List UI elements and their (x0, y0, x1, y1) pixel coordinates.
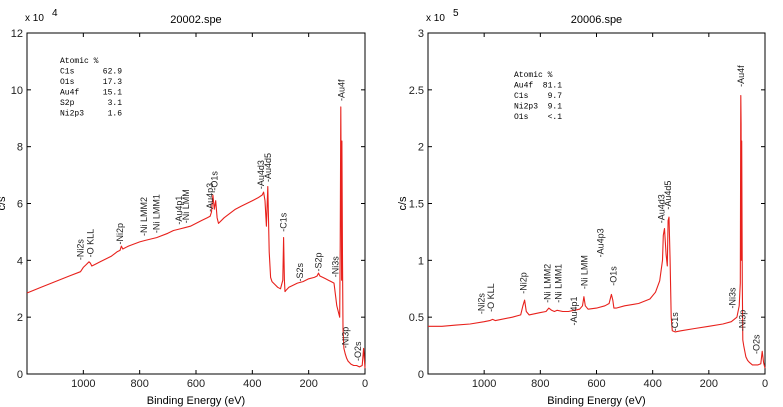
peak-label: -Ni3s (728, 287, 738, 309)
y-tick-label: 8 (17, 142, 23, 154)
y-tick-label: 4 (17, 255, 23, 267)
peak-label: -Au4f (736, 65, 746, 87)
y-exponent: 5 (453, 8, 459, 19)
atomic-table-element: Ni2p3 (60, 110, 84, 119)
peak-label: -Au4f (336, 79, 346, 101)
peak-label: -Au4p1 (569, 297, 579, 326)
x-tick-label: 1000 (71, 378, 95, 390)
x-tick-label: 200 (299, 378, 317, 390)
plot-frame (26, 32, 366, 375)
y-tick-label: 1 (418, 255, 424, 267)
atomic-table-element: Au4f (514, 82, 533, 91)
atomic-table-value: 15.1 (103, 89, 122, 98)
atomic-table-header: Atomic % (60, 57, 99, 66)
y-multiplier: x 10 (25, 13, 44, 24)
atomic-table-element: C1s (60, 68, 75, 77)
y-axis-label: c/s (397, 196, 409, 211)
atomic-table-value: 62.9 (103, 68, 122, 77)
peak-label: -Ni2s (476, 293, 486, 315)
y-tick-label: 2.5 (409, 85, 424, 97)
peak-label: -Ni LMM (181, 189, 191, 223)
peak-label: -Ni LMM1 (554, 264, 564, 303)
peak-label: -O2s (353, 341, 363, 361)
peak-label: -Au4d5 (663, 181, 673, 210)
series-line (26, 106, 366, 369)
y-multiplier: x 10 (426, 13, 445, 24)
peak-label: -O1s (608, 266, 618, 286)
y-tick-label: 0.5 (409, 312, 424, 324)
y-tick-label: 3 (418, 28, 424, 40)
y-tick-label: 6 (17, 199, 23, 211)
atomic-table-element: O1s (60, 78, 75, 87)
atomic-table-element: Au4f (60, 89, 79, 98)
peak-label: -Ni3p (340, 327, 350, 349)
x-tick-label: 600 (587, 378, 605, 390)
x-tick-label: 1000 (472, 378, 496, 390)
peak-label: -Ni3s (330, 256, 340, 278)
atomic-table-value: 1.6 (108, 110, 123, 119)
y-tick-label: 0 (17, 369, 23, 381)
peak-label: -Ni LMM2 (139, 197, 149, 236)
peak-label: -Au4p3 (205, 183, 215, 212)
peak-label: -Ni2s (76, 239, 86, 261)
atomic-table-element: O1s (514, 113, 529, 122)
peak-label: -Ni LMM (580, 255, 590, 289)
y-tick-label: 2 (418, 142, 424, 154)
peak-label: -O KLL (486, 283, 496, 312)
y-tick-label: 2 (17, 312, 23, 324)
x-axis-label: Binding Energy (eV) (147, 395, 245, 407)
peak-label: -Ni3p (738, 310, 748, 332)
y-exponent: 4 (52, 8, 58, 19)
x-tick-label: 600 (187, 378, 205, 390)
x-tick-label: 400 (643, 378, 661, 390)
peak-label: -S2p (314, 253, 324, 272)
x-tick-label: 0 (762, 378, 768, 390)
atomic-table-value: <.1 (548, 113, 563, 122)
peak-label: -Ni2p (518, 272, 528, 294)
atomic-table-element: Ni2p3 (514, 103, 538, 112)
chart-panel-20002: 1000 800 600 400 200 0 0 2 4 6 8 10 12x 10 4 20002.spe… (0, 8, 368, 407)
x-tick-label: 800 (130, 378, 148, 390)
y-axis-label: c/s (0, 196, 8, 211)
peak-label: -Au4d3 (256, 160, 266, 189)
peak-label: -Ni2p (115, 223, 125, 245)
y-tick-label: 0 (418, 369, 424, 381)
atomic-table-value: 17.3 (103, 78, 122, 87)
atomic-table-value: 81.1 (543, 82, 562, 91)
peak-label: -O2s (752, 334, 762, 354)
peak-label: -Au4p3 (596, 228, 606, 257)
y-tick-label: 12 (11, 28, 23, 40)
peak-label: -S2s (295, 262, 305, 281)
atomic-table-value: 9.1 (548, 103, 563, 112)
y-tick-label: 1.5 (409, 199, 424, 211)
x-tick-label: 0 (362, 378, 368, 390)
peak-label: -Ni LMM2 (542, 264, 552, 303)
atomic-table-header: Atomic % (514, 71, 553, 80)
x-tick-label: 800 (531, 378, 549, 390)
series-line (428, 94, 766, 369)
atomic-table-value: 9.7 (548, 92, 563, 101)
peak-label: -O1s (209, 171, 219, 191)
x-tick-label: 200 (700, 378, 718, 390)
peak-label: -O KLL (85, 229, 95, 258)
peak-label: -C1s (670, 312, 680, 332)
x-axis-label: Binding Energy (eV) (547, 395, 645, 407)
x-tick-label: 400 (243, 378, 261, 390)
peak-label: -Ni LMM1 (152, 194, 162, 233)
chart-panel-20006: 1000 800 600 400 200 0 0 0.5 1 1.5 2 2.5 3x 10 5 20006… (397, 8, 768, 407)
peak-label: -C1s (278, 212, 288, 232)
atomic-table-element: C1s (514, 92, 529, 101)
chart-title: 20002.spe (170, 14, 221, 26)
peak-label: -Au4p1 (174, 196, 184, 225)
atomic-table-value: 3.1 (108, 99, 123, 108)
peak-label: -Au4d3 (657, 194, 667, 223)
peak-label: -Au4d5 (263, 153, 273, 182)
y-tick-label: 10 (11, 85, 23, 97)
atomic-table-element: S2p (60, 99, 75, 108)
chart-title: 20006.spe (571, 14, 622, 26)
